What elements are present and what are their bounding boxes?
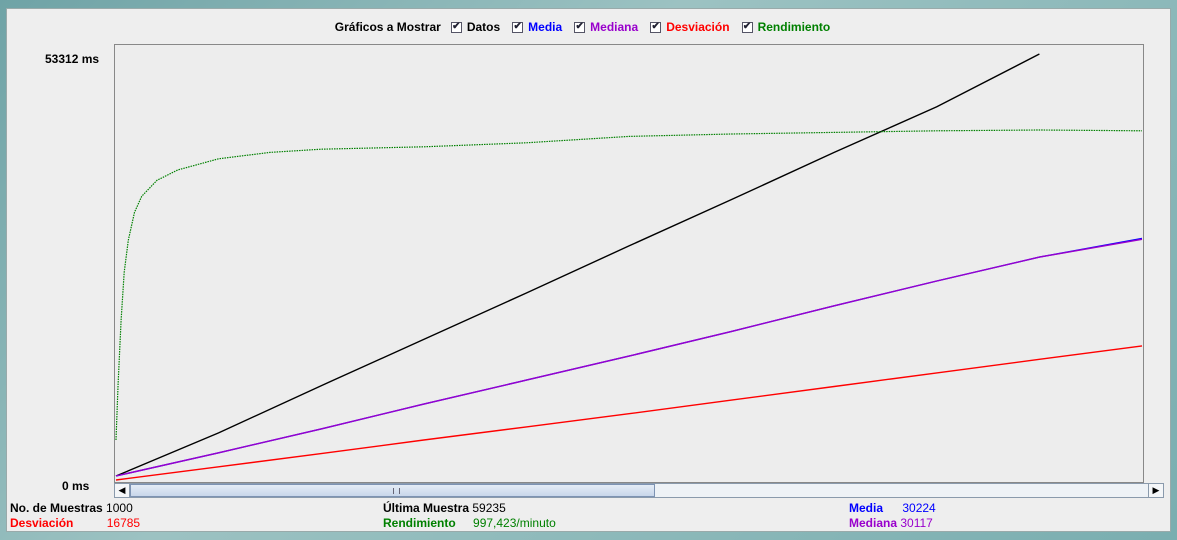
toggle-desviacion[interactable]: ✔ Desviación <box>650 20 730 34</box>
legend-label-mediana: Mediana <box>590 20 639 34</box>
checkbox-rendimiento[interactable]: ✔ <box>741 21 753 33</box>
grip-icon <box>392 488 400 494</box>
stat-throughput-label: Rendimiento <box>383 516 456 530</box>
stat-samples: No. de Muestras 1000 <box>10 501 133 515</box>
toggle-rendimiento[interactable]: ✔ Rendimiento <box>741 20 831 34</box>
horizontal-scrollbar[interactable]: ◀ ▶ <box>114 483 1164 498</box>
toggle-media[interactable]: ✔ Media <box>512 20 562 34</box>
legend-label-rendimiento: Rendimiento <box>757 20 831 34</box>
checkbox-datos[interactable]: ✔ <box>450 21 462 33</box>
series-line-datos <box>115 53 1040 477</box>
checkbox-desviacion[interactable]: ✔ <box>650 21 662 33</box>
stat-throughput-value: 997,423/minuto <box>473 516 556 530</box>
graph-panel: Gráficos a Mostrar ✔ Datos ✔ Media ✔ Med… <box>6 8 1171 532</box>
line-chart <box>115 53 1143 481</box>
stat-last-sample-value: 59235 <box>472 501 506 515</box>
stat-deviation-value: 16785 <box>106 516 141 530</box>
stat-samples-label: No. de Muestras <box>10 501 103 515</box>
stat-samples-value: 1000 <box>106 501 133 515</box>
chart-legend: Gráficos a Mostrar ✔ Datos ✔ Media ✔ Med… <box>7 18 1170 36</box>
stat-median-label: Mediana <box>849 516 898 530</box>
stat-deviation-label: Desviación <box>10 516 74 530</box>
scroll-right-button[interactable]: ▶ <box>1148 484 1163 497</box>
scroll-left-button[interactable]: ◀ <box>115 484 130 497</box>
stat-last-sample-label: Última Muestra <box>383 501 470 515</box>
stat-median-value: 30117 <box>900 516 933 530</box>
legend-label-datos: Datos <box>466 20 501 34</box>
series-line-rendimiento <box>115 129 1143 441</box>
y-axis-max-label: 53312 ms <box>45 52 100 66</box>
scroll-right-arrow-icon: ▶ <box>1152 485 1160 495</box>
toggle-datos[interactable]: ✔ Datos <box>450 20 501 34</box>
legend-label-media: Media <box>528 20 563 34</box>
checkbox-media[interactable]: ✔ <box>512 21 524 33</box>
checkbox-mediana[interactable]: ✔ <box>574 21 586 33</box>
scroll-left-arrow-icon: ◀ <box>118 485 126 495</box>
stat-mean: Media 30224 <box>849 501 936 515</box>
stat-mean-label: Media <box>849 501 884 515</box>
y-axis-min-label: 0 ms <box>62 479 90 493</box>
plot-area <box>114 44 1144 483</box>
stat-median: Mediana 30117 <box>849 516 933 530</box>
toggle-mediana[interactable]: ✔ Mediana <box>574 20 638 34</box>
series-line-desviacion <box>115 345 1143 481</box>
stat-mean-value: 30224 <box>902 501 936 515</box>
legend-title: Gráficos a Mostrar <box>334 20 441 34</box>
stat-throughput: Rendimiento 997,423/minuto <box>383 516 556 530</box>
stat-last-sample: Última Muestra 59235 <box>383 501 506 515</box>
scroll-thumb[interactable] <box>130 484 655 497</box>
legend-label-desviacion: Desviación <box>666 20 730 34</box>
stat-deviation: Desviación 16785 <box>10 516 140 530</box>
series-line-mediana <box>115 238 1143 477</box>
